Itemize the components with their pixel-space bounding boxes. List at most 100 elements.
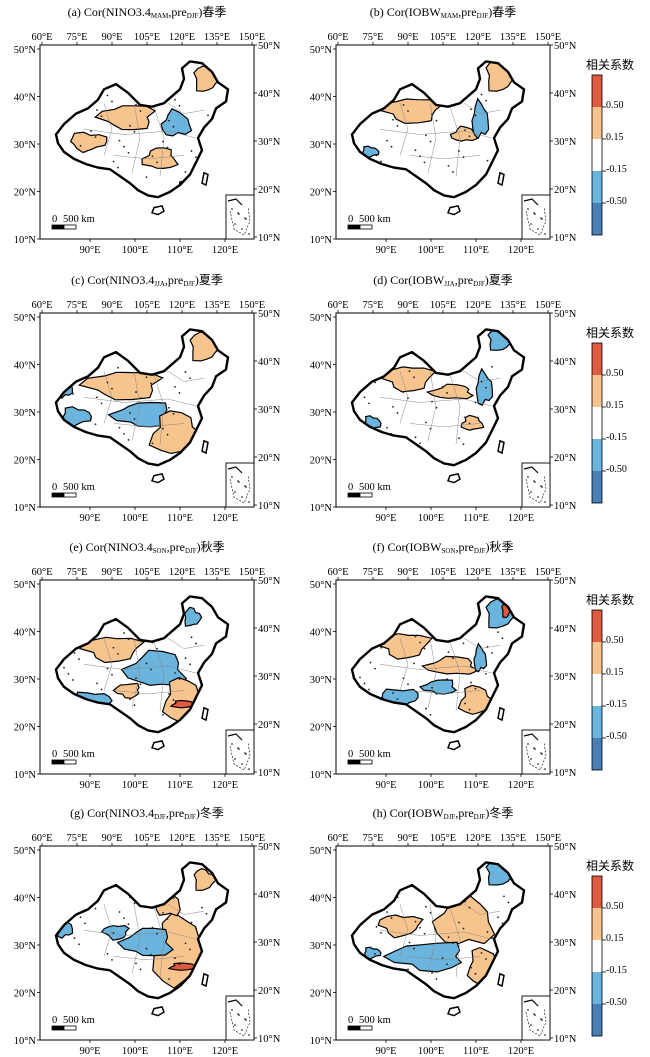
bottom-tick-label: 100°E [122,780,148,791]
top-tick-label: 105°E [134,833,160,844]
top-tick-label: 75°E [66,32,87,43]
scale-zero: 0 [348,482,353,493]
right-tick-label: 30°N [554,405,577,416]
left-tick-label: 30°N [310,941,333,952]
station-dot [396,698,399,700]
left-tick-label: 30°N [14,140,37,151]
station-dot [458,150,460,152]
station-dot [123,917,125,920]
scale-bar-white [359,224,373,230]
province-boundary [449,641,461,712]
bottom-tick-label: 120°E [508,513,534,524]
top-tick-label: 120°E [169,32,195,43]
right-tick-label: 50°N [258,576,281,587]
correlation-patch [420,655,480,675]
station-dot [491,937,493,940]
correlation-patches [364,329,516,433]
station-dot [468,422,471,425]
right-tick-label: 40°N [258,890,281,901]
station-dot [414,149,417,152]
province-boundary [463,102,501,114]
map-panel-h: 60°E 75°E 90°E 105°E 120°E 135°E 150°E 90°E 100°… [310,833,577,1057]
station-dot [117,652,119,655]
top-tick-label: 105°E [430,300,456,311]
station-dot [111,958,113,961]
station-dot [94,907,97,910]
station-dot [156,647,158,650]
station-dot [78,943,80,946]
legend-title: 相关系数 [586,593,635,607]
province-boundary [409,690,481,695]
station-dot [413,376,415,379]
station-dot [79,144,82,147]
station-dot [429,427,432,430]
left-tick-label: 50°N [14,313,37,324]
left-tick-label: 50°N [310,45,333,56]
province-boundary [83,129,197,139]
bottom-tick-label: 120°E [212,780,238,791]
legend-colorbar [591,609,606,771]
station-dot [474,972,477,975]
station-dot [441,672,444,674]
top-tick-label: 105°E [430,833,456,844]
scale-bar-black [347,224,361,230]
correlation-patch [79,636,146,664]
right-tick-label: 10°N [554,1034,577,1045]
left-tick-label: 10°N [14,770,37,781]
top-tick-label: 90°E [397,833,418,844]
legend-label: -0.50 [606,196,627,207]
legend-swatch [592,706,602,738]
station-dot [139,683,142,686]
china-border [350,861,526,1000]
station-dot [106,667,109,670]
station-dot [419,442,421,445]
station-dot [390,145,393,148]
station-dot [135,677,137,680]
right-tick-label: 30°N [258,137,281,148]
hainan-island [151,1006,165,1017]
scale-bar-black [347,759,361,765]
correlation-patch [193,868,218,892]
station-dot [150,382,152,385]
station-dot [386,911,388,913]
station-dot [145,176,148,179]
station-dot [386,139,388,142]
bottom-tick-label: 100°E [418,513,444,524]
top-tick-label: 150°E [535,567,561,578]
hainan-island [447,1006,461,1017]
scale-label: 500 km [63,1015,95,1026]
right-tick-label: 40°N [554,89,577,100]
province-boundary [167,903,205,915]
left-tick-label: 20°N [310,989,333,1000]
bottom-tick-label: 120°E [212,513,238,524]
right-tick-label: 40°N [258,624,281,635]
station-dot [90,130,92,132]
left-tick-label: 30°N [14,408,37,419]
station-dot [174,957,176,960]
station-dot [135,391,137,393]
station-dot [446,678,448,680]
legend-label: -0.15 [606,965,627,976]
station-dot [96,109,98,112]
station-dot [458,437,460,440]
scale-bar-black [51,1025,65,1031]
top-tick-label: 120°E [465,300,491,311]
legend-label: -0.50 [606,731,627,742]
station-dot [431,972,433,974]
station-dot [374,381,376,384]
station-dot [129,698,131,700]
station-dot [408,370,411,373]
station-dot [111,387,113,390]
top-tick-label: 90°E [101,567,122,578]
scale-zero: 0 [348,749,353,760]
station-dot [474,687,477,690]
station-dot [162,912,164,914]
scale-bar-black [347,492,361,498]
bottom-tick-label: 120°E [508,780,534,791]
top-tick-label: 105°E [134,32,160,43]
taiwan-island [497,439,505,455]
left-tick-label: 10°N [310,770,333,781]
station-dot [106,952,109,955]
